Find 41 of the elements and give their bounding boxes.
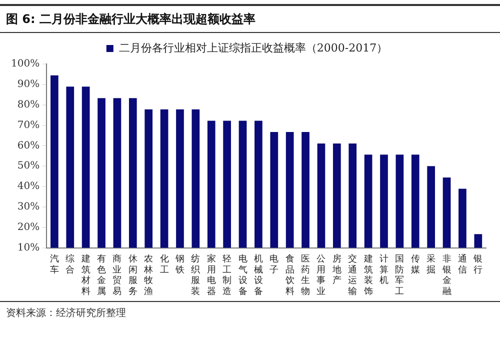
x-tick-label: 电气设备 [238, 254, 248, 297]
x-tick-label: 通信 [458, 254, 467, 276]
x-tick-label: 机械设备 [254, 254, 263, 297]
y-tick-label: 80% [17, 99, 40, 110]
x-tick-label: 采掘 [426, 254, 436, 276]
x-tick-label: 公用事业 [316, 254, 326, 297]
y-tick-label: 40% [17, 181, 40, 192]
x-tick-label: 银行 [472, 254, 483, 276]
x-tick-label: 家用电器 [206, 254, 216, 297]
x-tick-label: 汽车 [50, 254, 59, 276]
x-tick-label: 计算机 [379, 254, 388, 286]
y-tick-label: 20% [17, 222, 40, 233]
x-tick-label: 电子 [270, 254, 279, 276]
y-tick-label: 10% [17, 242, 40, 254]
x-tick-label: 轻工制造 [222, 254, 232, 297]
x-tick-label: 化工 [160, 254, 169, 276]
x-tick-label: 农林牧渔 [143, 254, 154, 297]
x-tick-label: 非银金融 [441, 254, 452, 297]
text: 资料来源：经济研究所整理 [6, 306, 127, 320]
x-tick-label: 钢铁 [174, 254, 184, 276]
y-tick-label: 30% [17, 202, 40, 213]
y-tick-label: 50% [17, 160, 40, 172]
y-tick-label: 90% [17, 79, 40, 90]
x-tick-label: 纺织服装 [191, 254, 200, 297]
legend-label: 二月份各行业相对上证综指正收益概率（2000-2017） [118, 41, 388, 54]
y-tick-label: 100% [10, 58, 40, 70]
y-tick-label: 70% [17, 120, 40, 131]
x-tick-label: 房地产 [331, 254, 342, 286]
y-tick-label: 60% [17, 140, 40, 152]
x-tick-label: 有色金属 [97, 254, 106, 297]
x-tick-label: 休闲服务 [128, 254, 138, 297]
x-tick-label: 食品饮料 [284, 254, 294, 297]
x-tick-label: 建筑材料 [80, 254, 90, 297]
x-tick-label: 国防军工 [395, 254, 404, 297]
x-tick-label: 医药生物 [301, 254, 310, 297]
chart-title: 图 6: 二月份非金融行业大概率出现超额收益率 [0, 4, 500, 33]
x-tick-label: 传媒 [410, 254, 420, 276]
x-tick-label: 综合 [66, 254, 75, 276]
x-tick-label: 商业贸易 [112, 254, 122, 297]
x-tick-label: 交通运输 [348, 254, 358, 297]
x-tick-label: 建筑装饰 [362, 254, 373, 297]
